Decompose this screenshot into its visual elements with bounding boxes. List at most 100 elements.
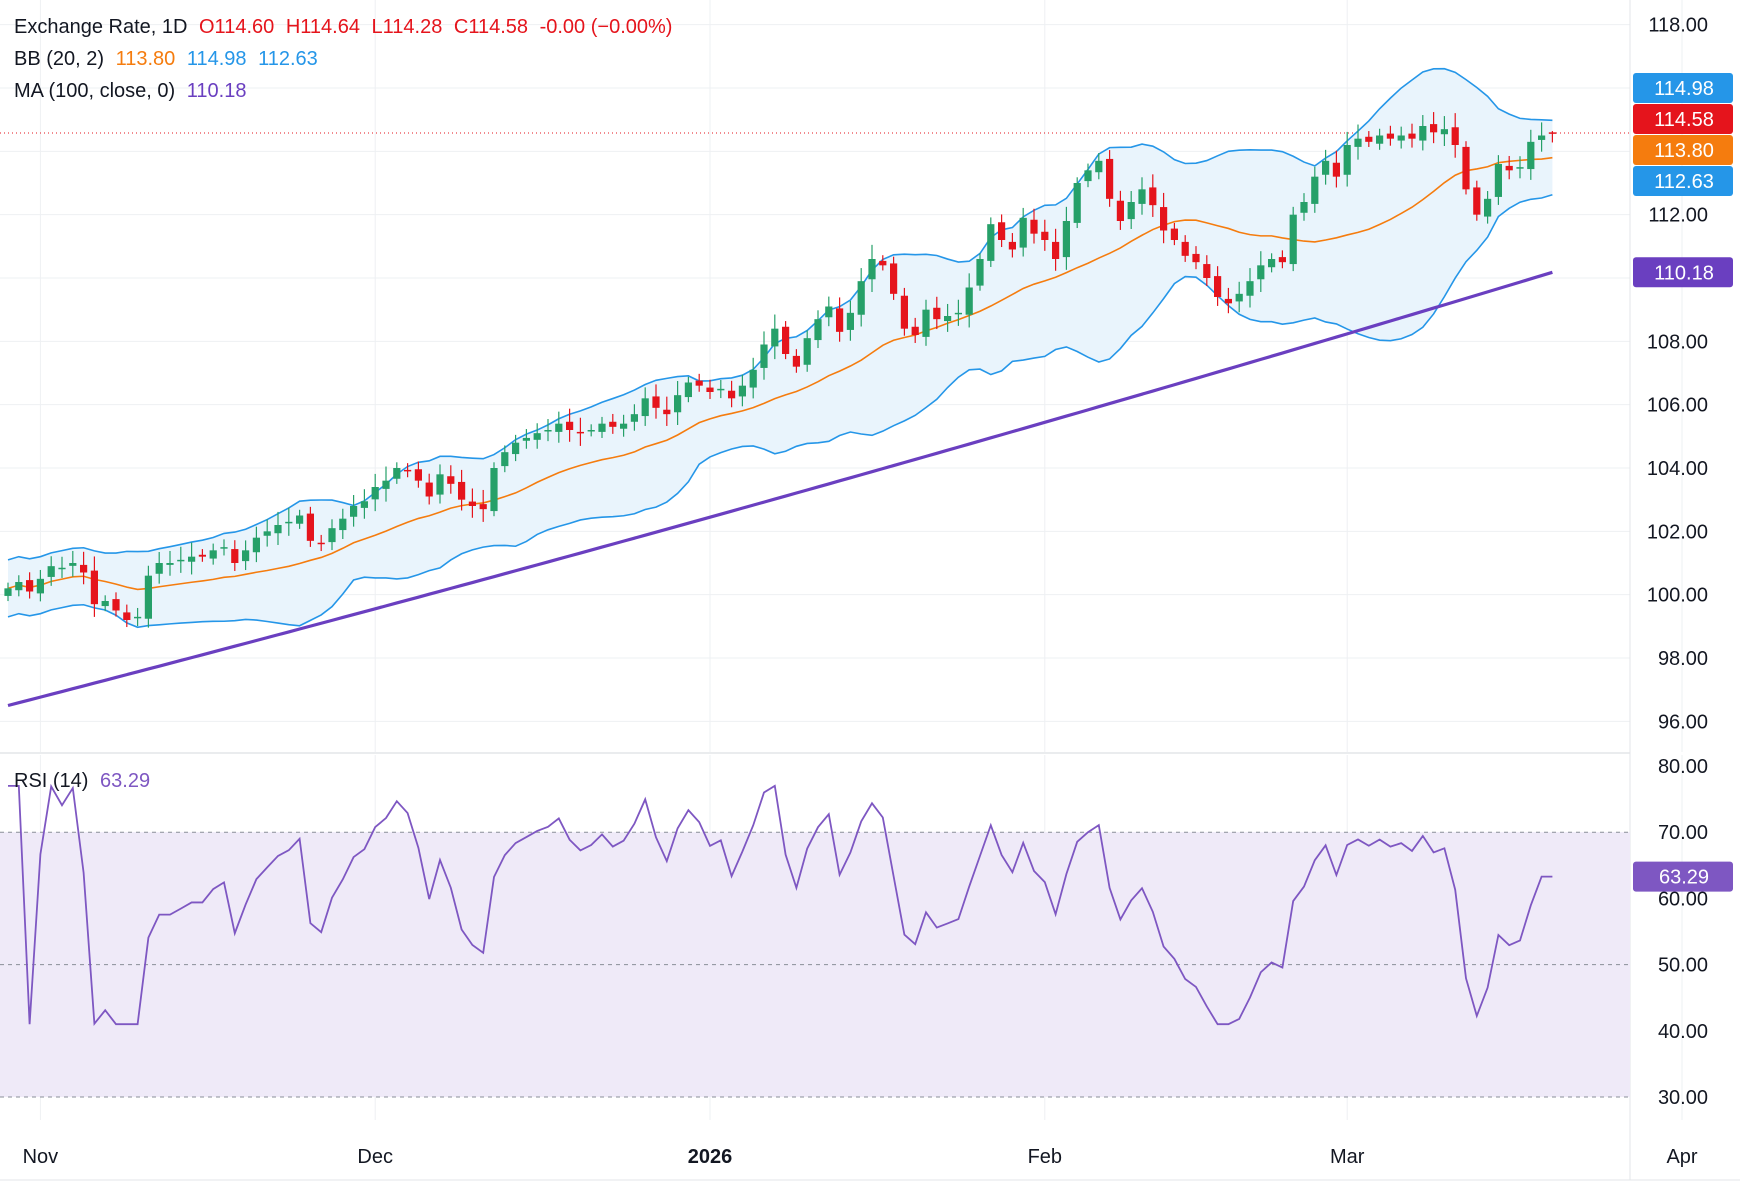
candle-body — [652, 396, 660, 408]
candle-body — [198, 554, 206, 557]
candle-body — [1354, 138, 1362, 147]
candle-body — [738, 385, 746, 397]
candle-body — [285, 521, 293, 524]
rsi-line — [8, 783, 1553, 1027]
time-tick-label: Dec — [357, 1146, 393, 1168]
candle-body — [1170, 228, 1178, 240]
candle-body — [1268, 259, 1276, 268]
candle-body — [944, 316, 952, 322]
candle-body — [242, 550, 250, 562]
candle-body — [1419, 126, 1427, 141]
candle-body — [749, 369, 757, 388]
candle-body — [1451, 127, 1459, 145]
candle-body — [587, 430, 595, 432]
candle-body — [382, 480, 390, 489]
rsi-legend[interactable]: RSI (14) 63.29 — [14, 770, 156, 793]
price-tick-label: 96.00 — [1658, 711, 1708, 733]
candle-body — [1062, 221, 1070, 258]
candle-body — [1376, 135, 1384, 144]
candle-body — [1322, 160, 1330, 175]
candle-body — [760, 344, 768, 368]
candle-body — [857, 281, 865, 315]
bb-legend[interactable]: BB (20, 2) 113.80 114.98 112.63 — [14, 48, 324, 71]
bb-lower-line — [7, 193, 1553, 629]
candle-body — [1462, 146, 1470, 190]
time-tick-label: Mar — [1330, 1146, 1365, 1168]
rsi-tick-label: 40.00 — [1658, 1021, 1708, 1043]
time-tick-label: Apr — [1666, 1146, 1697, 1168]
candle-body — [328, 528, 336, 543]
candle-body — [879, 260, 887, 266]
tag-bb-upper: 114.98 — [1654, 78, 1714, 100]
candle-body — [252, 537, 260, 553]
candle-body — [90, 570, 98, 605]
candle-body — [911, 326, 919, 335]
candle-body — [209, 550, 217, 559]
candle-body — [4, 588, 12, 596]
main-legend: Exchange Rate, 1D O114.60 H114.64 L114.2… — [14, 16, 678, 39]
candle-body — [1365, 136, 1373, 142]
tag-rsi-bg — [1633, 861, 1733, 892]
change-value: -0.00 (−0.00%) — [539, 16, 673, 38]
candle-body — [177, 559, 185, 562]
candle-body — [609, 421, 617, 427]
candle-body — [47, 566, 55, 577]
candle-body — [684, 382, 692, 398]
rsi-pane — [0, 783, 1630, 1098]
candle-body — [1386, 133, 1394, 139]
candle-body — [1494, 164, 1502, 197]
candles-layer — [4, 112, 1556, 628]
bb-upper-value: 114.98 — [186, 48, 247, 70]
candle-body — [231, 549, 239, 563]
tag-ma-bg — [1633, 257, 1733, 288]
candle-body — [641, 398, 649, 417]
open-value: O114.60 — [199, 16, 275, 38]
tag-current-price: 114.58 — [1654, 109, 1714, 131]
candle-body — [1257, 265, 1265, 280]
candle-body — [317, 542, 325, 545]
candle-body — [69, 563, 77, 566]
candle-body — [1116, 200, 1124, 221]
candle-body — [144, 575, 152, 619]
candle-body — [1192, 253, 1200, 263]
tag-current-price-bg — [1633, 104, 1733, 134]
candle-body — [1246, 281, 1254, 296]
candle-body — [1203, 264, 1211, 278]
candle-body — [468, 501, 476, 506]
candle-body — [1300, 202, 1308, 213]
candle-body — [1095, 160, 1103, 173]
candle-body — [803, 338, 811, 365]
candle-body — [522, 437, 530, 441]
candle-body — [479, 504, 487, 510]
candle-body — [976, 259, 984, 286]
candle-body — [80, 564, 88, 573]
candle-body — [1235, 293, 1243, 302]
candle-body — [1516, 167, 1524, 169]
candle-body — [663, 409, 671, 415]
candle-body — [1473, 187, 1481, 215]
ma-legend[interactable]: MA (100, close, 0) 110.18 — [14, 80, 252, 103]
symbol-title[interactable]: Exchange Rate, 1D — [14, 16, 188, 38]
candle-body — [890, 263, 898, 294]
candle-body — [26, 580, 34, 592]
axis-price-tags: 114.98 114.58 113.80 112.63 110.18 63.29 — [1633, 73, 1733, 892]
candle-body — [620, 423, 628, 429]
candle-body — [220, 547, 228, 549]
candle-body — [112, 599, 120, 611]
candle-body — [155, 563, 163, 574]
candle-body — [490, 468, 498, 512]
bb-basis-value: 113.80 — [115, 48, 176, 70]
price-tick-label: 106.00 — [1647, 395, 1708, 417]
low-value: L114.28 — [371, 16, 443, 38]
moving-average-layer — [7, 270, 1553, 708]
candle-body — [1548, 132, 1556, 134]
candle-body — [1127, 202, 1135, 220]
candle-body — [630, 414, 638, 422]
candle-body — [1278, 257, 1286, 263]
candle-body — [1106, 158, 1114, 199]
bb-upper-line — [7, 67, 1553, 561]
candle-body — [1138, 189, 1146, 204]
candle-body — [1084, 170, 1092, 182]
candle-body — [900, 295, 908, 329]
